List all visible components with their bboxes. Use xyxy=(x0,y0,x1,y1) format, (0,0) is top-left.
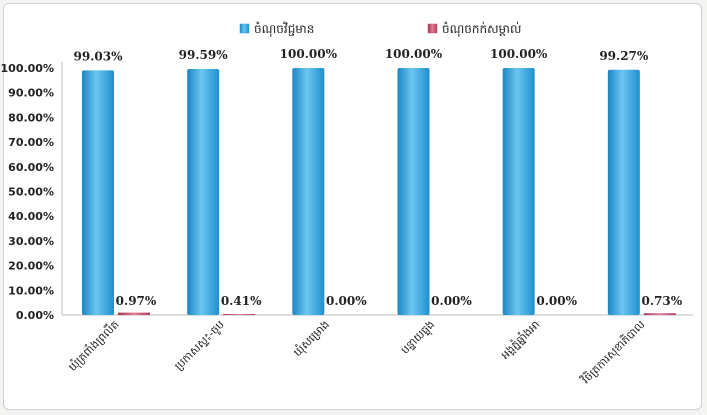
y-tick-label: 100.00% xyxy=(1,62,54,75)
data-labels: 99.03% 0.97% 99.59% 0.41% 100.00% 0.00% 100.00… xyxy=(74,47,683,308)
data-label-series-2: 0.97% xyxy=(116,294,157,308)
bar-series-1 xyxy=(607,69,640,315)
axes: 0.00% 10.00% 20.00% 30.00% 40.00% 50.00% 60.00… xyxy=(1,62,693,322)
legend-swatch xyxy=(427,23,438,34)
y-tick-label: 70.00% xyxy=(8,136,54,149)
data-label-series-2: 0.41% xyxy=(221,294,262,308)
y-tick-label: 40.00% xyxy=(8,210,54,223)
y-tick-label: 30.00% xyxy=(8,235,54,248)
category-label: បន្ទាយធ្លុង xyxy=(398,318,438,358)
data-label-series-2: 0.73% xyxy=(642,294,683,308)
data-label-series-1: 100.00% xyxy=(280,47,338,61)
data-label-series-2: 0.00% xyxy=(326,294,367,308)
data-label-series-1: 100.00% xyxy=(385,47,443,61)
y-tick-label: 0.00% xyxy=(16,309,54,322)
category-label: ឃុំត្រពាំងព្រលឹត xyxy=(65,317,122,374)
data-label-series-1: 100.00% xyxy=(490,47,548,61)
y-tick-label: 80.00% xyxy=(8,111,54,124)
y-tick-label: 50.00% xyxy=(8,186,54,199)
data-label-series-2: 0.00% xyxy=(536,294,577,308)
bar-series-2 xyxy=(643,313,676,315)
bar-series-1 xyxy=(292,68,325,315)
bar-series-2 xyxy=(118,312,150,315)
data-label-series-1: 99.27% xyxy=(599,49,649,63)
legend-label: ចំណុចវិជ្ជមាន xyxy=(254,21,314,37)
bars xyxy=(82,68,676,316)
category-label: ប្រកាសស្ទះ-ចូប xyxy=(172,318,227,373)
legend-swatch xyxy=(239,23,250,34)
chart-frame xyxy=(3,3,702,410)
legend-label: ចំណុចកក់សម្គាល់ xyxy=(442,21,521,37)
category-label: វិចិត្រការសុខាភិបាល xyxy=(577,317,648,388)
data-label-series-1: 99.59% xyxy=(179,48,229,62)
y-tick-label: 60.00% xyxy=(8,161,54,174)
bar-series-1 xyxy=(502,68,535,315)
bar-series-1 xyxy=(397,68,430,315)
y-tick-label: 20.00% xyxy=(8,260,54,273)
legend: ចំណុចវិជ្ជមាន ចំណុចកក់សម្គាល់ xyxy=(239,21,521,37)
bar-series-1 xyxy=(187,69,220,316)
y-tick-label: 10.00% xyxy=(8,284,54,297)
bar-series-2 xyxy=(223,313,256,315)
category-labels: ឃុំត្រពាំងព្រលឹត ប្រកាសស្ទះ-ចូប ឃុំសម្រោង ប… xyxy=(65,317,648,388)
data-label-series-2: 0.00% xyxy=(431,294,472,308)
category-label: ឃុំសម្រោង xyxy=(290,317,333,360)
data-label-series-1: 99.03% xyxy=(74,49,124,63)
y-tick-label: 90.00% xyxy=(8,87,54,100)
category-label: អង្គភ្នំឆ្នាំងអា xyxy=(498,317,542,361)
bar-series-1 xyxy=(82,70,114,315)
